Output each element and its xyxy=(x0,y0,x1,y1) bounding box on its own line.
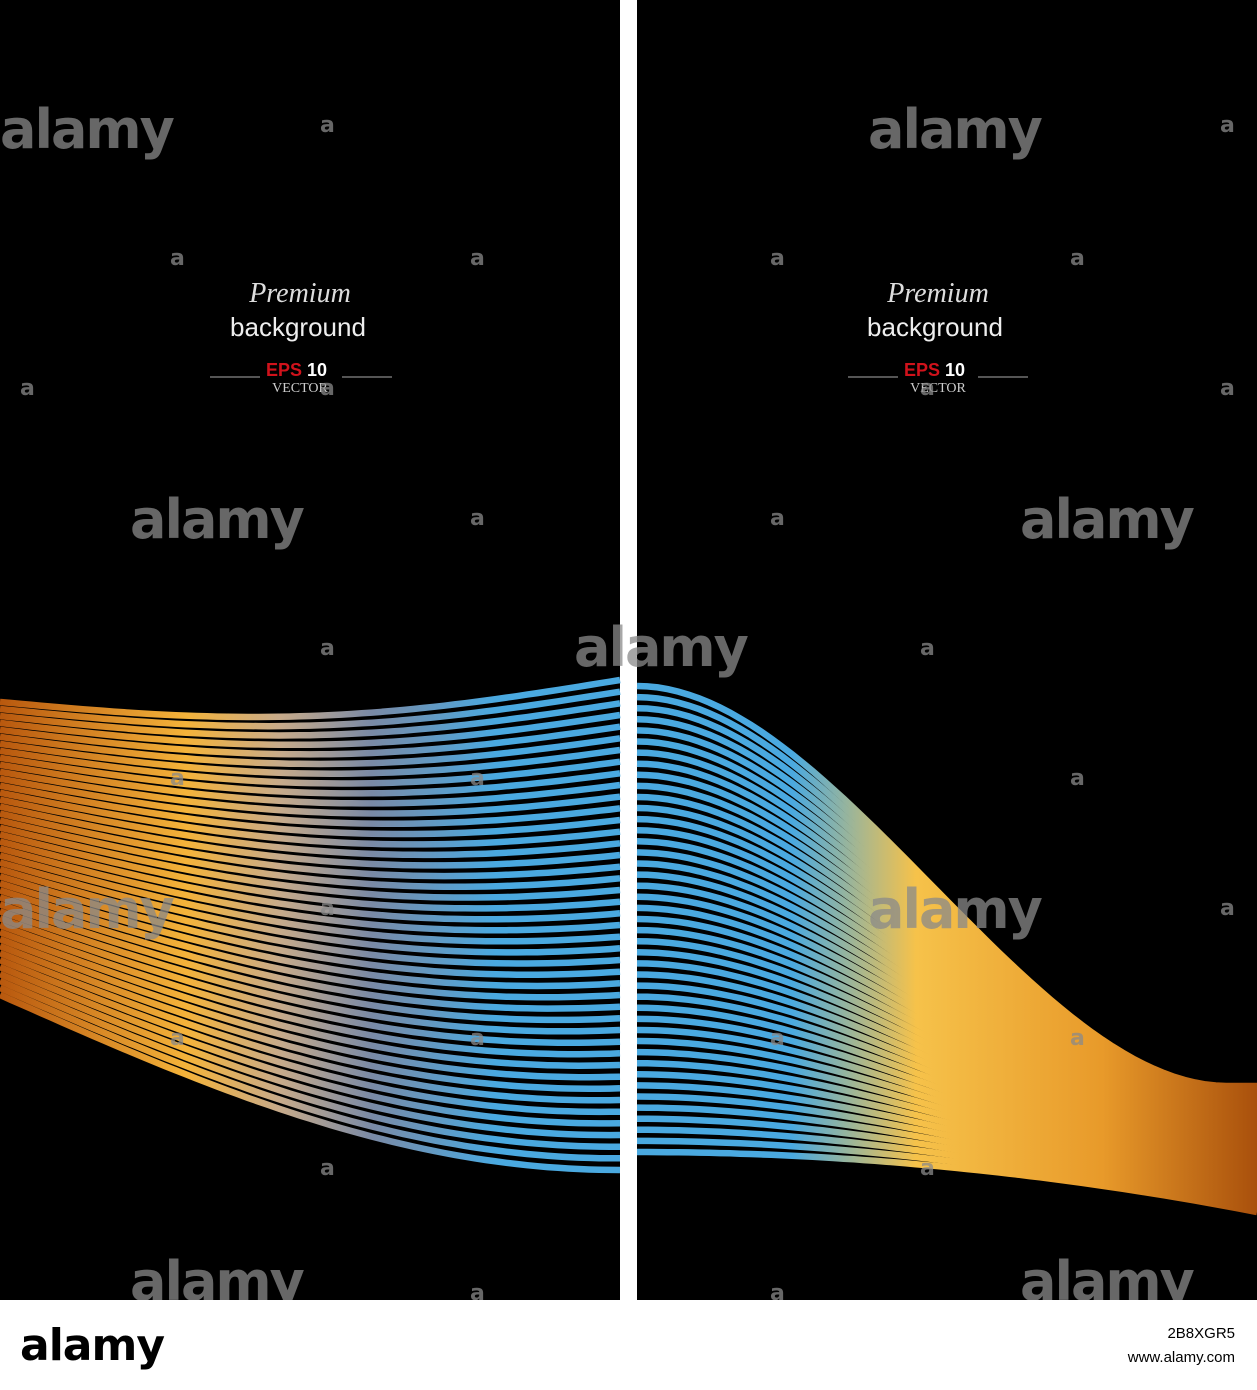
wave-line xyxy=(0,971,621,1139)
watermark-small: a xyxy=(320,1156,335,1181)
background-word: background xyxy=(230,312,366,342)
premium: Premium xyxy=(886,278,989,309)
vector: VECTOR xyxy=(272,381,328,396)
wave-line xyxy=(0,852,621,945)
wave-line xyxy=(0,817,621,891)
wave-line xyxy=(637,1148,1257,1216)
watermark-small: a xyxy=(170,766,185,791)
panel-right-label: Premium background EPS 10 VECTOR xyxy=(848,278,1028,396)
watermark-small: a xyxy=(470,1281,485,1306)
watermark-small: a xyxy=(1070,246,1085,271)
watermark-small: a xyxy=(770,1281,785,1306)
watermark: alamy xyxy=(574,616,749,679)
wave-line xyxy=(0,700,621,739)
vector: VECTOR xyxy=(910,381,966,396)
wave-line xyxy=(0,775,621,828)
wave-line xyxy=(0,796,621,859)
wave-line xyxy=(0,747,621,787)
wave-line xyxy=(0,831,621,912)
watermark-small: a xyxy=(470,766,485,791)
wave-line xyxy=(0,768,621,817)
watermark: alamy xyxy=(1020,488,1195,551)
wave-line xyxy=(0,845,621,934)
wave-line xyxy=(0,676,621,721)
watermark-small: a xyxy=(470,246,485,271)
watermark-small: a xyxy=(320,636,335,661)
wave-line xyxy=(0,782,621,838)
wave-line xyxy=(0,894,621,1012)
watermark-small: a xyxy=(1220,896,1235,921)
wave-line xyxy=(0,873,621,978)
wave-line xyxy=(0,943,621,1092)
watermark: alamy xyxy=(868,98,1043,161)
wave-line xyxy=(0,936,621,1081)
watermark-small: a xyxy=(1220,113,1235,138)
wave-line xyxy=(0,880,621,990)
wave-line xyxy=(0,733,621,768)
wave-line xyxy=(0,992,621,1174)
watermark-small: a xyxy=(1070,766,1085,791)
wave-line xyxy=(0,922,621,1058)
watermark: alamy xyxy=(0,98,175,161)
footer-logo: alamy xyxy=(20,1320,164,1371)
wave-line xyxy=(0,761,621,807)
wave-line xyxy=(0,866,621,967)
eps-version: 10 xyxy=(307,360,327,380)
premium: Premium xyxy=(248,278,351,309)
watermark-small: a xyxy=(1070,1026,1085,1051)
watermark-small: a xyxy=(470,506,485,531)
watermark: alamy xyxy=(0,878,175,941)
watermark-small: a xyxy=(320,113,335,138)
wave-line xyxy=(0,754,621,797)
wave-line xyxy=(0,838,621,923)
watermark-small: a xyxy=(1220,376,1235,401)
footer-url: www.alamy.com xyxy=(1127,1349,1235,1366)
wave-line xyxy=(0,810,621,880)
background-word: background xyxy=(867,312,1003,342)
wave-line xyxy=(0,688,621,730)
wave-line xyxy=(0,789,621,848)
wave-line xyxy=(0,957,621,1116)
wave-line xyxy=(0,723,621,758)
wave-line xyxy=(0,824,621,901)
wave-line xyxy=(0,908,621,1035)
wave-line xyxy=(0,803,621,869)
wave-line xyxy=(0,929,621,1069)
watermark-small: a xyxy=(320,896,335,921)
eps: EPS xyxy=(904,360,940,380)
watermark-small: a xyxy=(920,636,935,661)
wave-line xyxy=(0,978,620,1150)
watermark: alamy xyxy=(130,488,305,551)
watermark-small: a xyxy=(770,506,785,531)
watermark-small: a xyxy=(770,1026,785,1051)
watermark-small: a xyxy=(170,246,185,271)
eps: EPS xyxy=(266,360,302,380)
watermark-small: a xyxy=(170,1026,185,1051)
wave-line xyxy=(0,901,621,1024)
watermark-small: a xyxy=(920,1156,935,1181)
wave-line xyxy=(0,950,621,1104)
wave-line xyxy=(0,711,621,749)
wave-line xyxy=(0,985,620,1162)
watermark-small: a xyxy=(770,246,785,271)
watermark-small: a xyxy=(470,1026,485,1051)
footer-bar xyxy=(0,1300,1257,1390)
eps-version: 10 xyxy=(945,360,965,380)
wave-line xyxy=(0,887,621,1001)
watermark-small: a xyxy=(920,376,935,401)
wave-line xyxy=(0,964,621,1127)
watermark: alamy xyxy=(868,878,1043,941)
watermark-small: a xyxy=(20,376,35,401)
wave-line xyxy=(0,859,621,956)
watermark-small: a xyxy=(320,376,335,401)
wave-line xyxy=(0,740,621,777)
image-id: 2B8XGR5 xyxy=(1167,1325,1235,1342)
wave-line xyxy=(0,915,621,1046)
waves xyxy=(0,676,1257,1216)
divider xyxy=(620,0,637,1300)
panel-left-label: Premium background EPS 10 VECTOR xyxy=(210,278,392,396)
